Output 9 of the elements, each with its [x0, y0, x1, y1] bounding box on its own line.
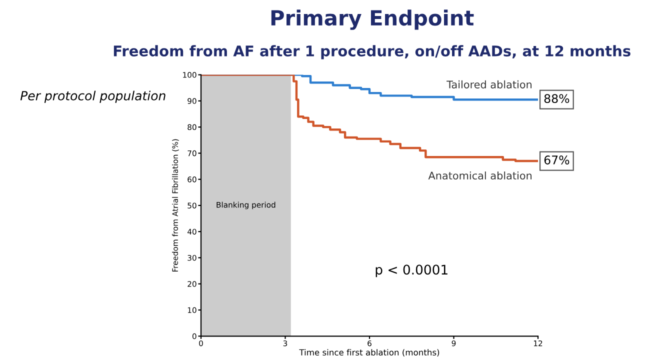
annotation: p < 0.0001	[376, 264, 448, 278]
annotation: 67%	[544, 156, 570, 164]
series-label: Tailored ablation	[446, 80, 532, 88]
chart-subtitle: Freedom from AF after 1 procedure, on/off AADs, at 12 months	[114, 45, 630, 60]
series-label: Anatomical ablation	[428, 171, 532, 180]
text: Per protocol population	[20, 90, 166, 103]
chart-title: Primary Endpoint	[271, 10, 474, 30]
annotation: 88%	[544, 94, 570, 104]
x-axis-title: Time since first ablation (months)	[299, 349, 440, 357]
